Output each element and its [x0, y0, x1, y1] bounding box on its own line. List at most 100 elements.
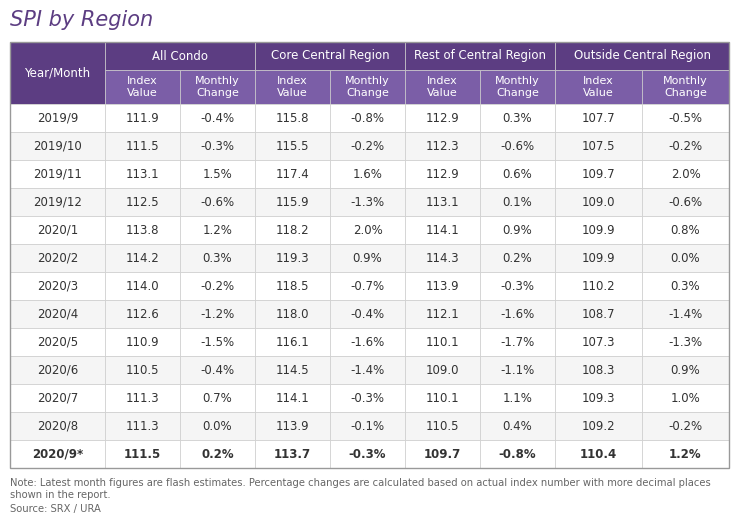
Text: Source: SRX / URA: Source: SRX / URA — [10, 504, 101, 513]
Bar — [330, 272, 405, 300]
Bar — [180, 356, 255, 384]
Text: 108.3: 108.3 — [582, 364, 615, 377]
Text: 0.0%: 0.0% — [202, 420, 232, 432]
Bar — [555, 132, 642, 160]
Text: Monthly
Change: Monthly Change — [345, 76, 390, 98]
Text: 112.1: 112.1 — [426, 307, 459, 321]
Bar — [480, 70, 555, 104]
Text: -0.8%: -0.8% — [350, 111, 385, 125]
Bar — [255, 70, 330, 104]
Bar — [642, 160, 729, 188]
Text: 119.3: 119.3 — [276, 251, 309, 265]
Bar — [405, 300, 480, 328]
Bar — [10, 440, 105, 468]
Bar — [180, 216, 255, 244]
Text: 113.8: 113.8 — [126, 224, 159, 236]
Text: 109.0: 109.0 — [582, 195, 615, 208]
Bar — [330, 328, 405, 356]
Text: 0.1%: 0.1% — [503, 195, 532, 208]
Text: 2020/8: 2020/8 — [37, 420, 78, 432]
Bar — [405, 244, 480, 272]
Bar — [105, 104, 180, 132]
Text: 117.4: 117.4 — [276, 168, 309, 181]
Bar — [180, 104, 255, 132]
Text: -1.5%: -1.5% — [200, 336, 235, 348]
Text: -0.3%: -0.3% — [500, 280, 535, 292]
Text: 113.1: 113.1 — [426, 195, 459, 208]
Text: 2020/1: 2020/1 — [37, 224, 78, 236]
Bar — [105, 244, 180, 272]
Text: 0.3%: 0.3% — [670, 280, 700, 292]
Text: -0.7%: -0.7% — [350, 280, 385, 292]
Text: Note: Latest month figures are flash estimates. Percentage changes are calculate: Note: Latest month figures are flash est… — [10, 478, 711, 500]
Text: Outside Central Region: Outside Central Region — [574, 49, 710, 63]
Bar — [555, 70, 642, 104]
Bar — [555, 188, 642, 216]
Text: 2020/9*: 2020/9* — [32, 447, 83, 461]
Bar — [555, 160, 642, 188]
Text: 114.3: 114.3 — [426, 251, 459, 265]
Text: 2019/9: 2019/9 — [37, 111, 78, 125]
Bar — [330, 412, 405, 440]
Text: -1.6%: -1.6% — [350, 336, 385, 348]
Bar — [255, 356, 330, 384]
Text: -0.3%: -0.3% — [349, 447, 386, 461]
Bar — [555, 272, 642, 300]
Bar — [480, 356, 555, 384]
Bar — [480, 216, 555, 244]
Bar — [555, 244, 642, 272]
Text: 118.5: 118.5 — [276, 280, 309, 292]
Bar — [555, 42, 729, 70]
Bar — [255, 216, 330, 244]
Text: Index
Value: Index Value — [584, 76, 614, 98]
Bar — [10, 216, 105, 244]
Text: 113.7: 113.7 — [274, 447, 311, 461]
Text: 110.1: 110.1 — [426, 336, 459, 348]
Bar — [405, 384, 480, 412]
Text: 0.6%: 0.6% — [503, 168, 532, 181]
Bar — [480, 188, 555, 216]
Bar — [255, 244, 330, 272]
Bar — [642, 412, 729, 440]
Text: 1.1%: 1.1% — [503, 391, 532, 404]
Bar — [180, 188, 255, 216]
Bar — [642, 440, 729, 468]
Text: 2020/2: 2020/2 — [37, 251, 78, 265]
Bar — [180, 160, 255, 188]
Bar — [480, 160, 555, 188]
Text: -0.2%: -0.2% — [350, 140, 385, 152]
Text: Rest of Central Region: Rest of Central Region — [414, 49, 546, 63]
Bar — [105, 356, 180, 384]
Text: -0.5%: -0.5% — [668, 111, 703, 125]
Text: 0.9%: 0.9% — [352, 251, 382, 265]
Bar — [10, 356, 105, 384]
Text: -0.8%: -0.8% — [499, 447, 536, 461]
Bar — [555, 412, 642, 440]
Bar — [255, 42, 405, 70]
Text: 115.5: 115.5 — [276, 140, 309, 152]
Text: -1.2%: -1.2% — [200, 307, 235, 321]
Text: 1.0%: 1.0% — [670, 391, 700, 404]
Text: 108.7: 108.7 — [582, 307, 615, 321]
Bar — [180, 132, 255, 160]
Bar — [10, 104, 105, 132]
Text: 118.2: 118.2 — [276, 224, 309, 236]
Bar — [10, 188, 105, 216]
Text: 0.2%: 0.2% — [201, 447, 234, 461]
Text: -0.4%: -0.4% — [200, 364, 235, 377]
Text: 1.2%: 1.2% — [669, 447, 702, 461]
Text: 112.5: 112.5 — [126, 195, 159, 208]
Text: 113.9: 113.9 — [426, 280, 459, 292]
Text: -0.3%: -0.3% — [200, 140, 235, 152]
Text: -0.6%: -0.6% — [500, 140, 535, 152]
Bar — [105, 300, 180, 328]
Text: -0.4%: -0.4% — [200, 111, 235, 125]
Text: 1.2%: 1.2% — [202, 224, 232, 236]
Bar — [405, 412, 480, 440]
Bar — [255, 160, 330, 188]
Text: 110.9: 110.9 — [126, 336, 159, 348]
Text: -0.6%: -0.6% — [668, 195, 703, 208]
Text: All Condo: All Condo — [152, 49, 208, 63]
Text: Index
Value: Index Value — [427, 76, 458, 98]
Text: 2019/12: 2019/12 — [33, 195, 82, 208]
